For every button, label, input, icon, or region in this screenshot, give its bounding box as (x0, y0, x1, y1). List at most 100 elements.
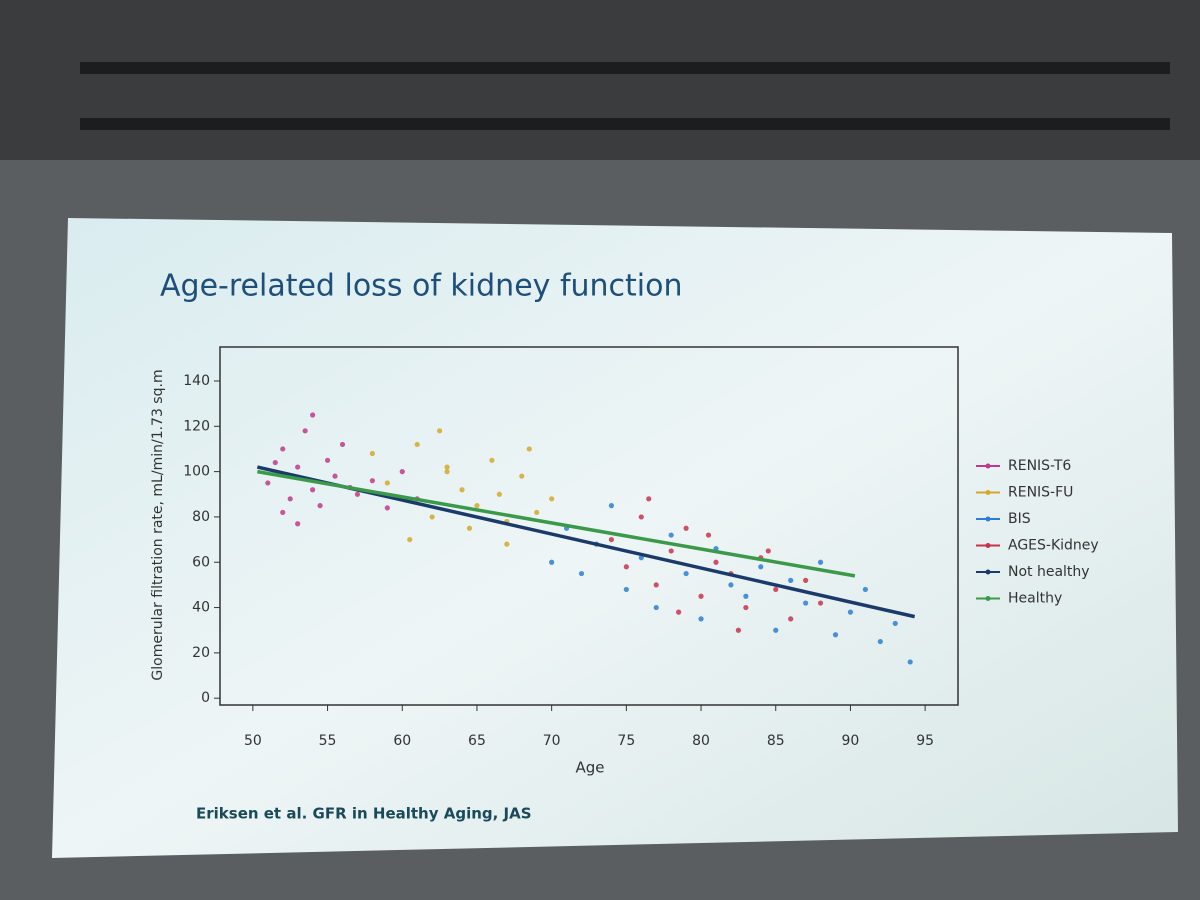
scatter-point (324, 457, 331, 463)
x-tick-label: 65 (468, 733, 486, 749)
scatter-point (295, 521, 301, 527)
scatter-point (698, 593, 704, 599)
scatter-point (743, 604, 749, 611)
scatter-point (676, 609, 682, 615)
scatter-point (653, 604, 659, 611)
legend-label: BIS (1008, 511, 1031, 527)
legend-label: Not healthy (1008, 564, 1090, 580)
y-axis-label: Glomerular filtration rate, mL/min/1.73 … (150, 369, 166, 680)
scatter-point (489, 457, 495, 463)
scatter-point (504, 541, 510, 547)
scatter-point (310, 412, 316, 418)
scatter-point (907, 659, 913, 665)
scatter-point (713, 559, 719, 565)
y-tick-label: 140 (183, 373, 210, 389)
scatter-point (668, 532, 674, 538)
scatter-point (534, 509, 540, 516)
truss (80, 118, 1170, 130)
legend-marker (985, 490, 991, 495)
scatter-point (646, 496, 652, 502)
scatter-point (354, 491, 361, 497)
slide (52, 218, 1178, 858)
legend-label: RENIS-FU (1008, 485, 1073, 501)
scatter-point (384, 505, 390, 511)
scatter-point (399, 469, 405, 475)
x-tick-label: 50 (244, 733, 262, 749)
scatter-point (788, 577, 794, 583)
legend-marker (985, 543, 991, 548)
scatter-point (683, 525, 689, 531)
legend-marker (985, 516, 991, 522)
scatter-point (743, 593, 749, 599)
legend-label: AGES-Kidney (1008, 538, 1099, 554)
y-tick-label: 20 (192, 645, 210, 661)
scatter-point (369, 450, 375, 457)
scatter-point (877, 638, 883, 645)
legend-marker (985, 463, 991, 469)
y-tick-label: 60 (192, 554, 210, 570)
source-note: Eriksen et al. GFR in Healthy Aging, JAS (196, 805, 532, 823)
trend-line (257, 469, 856, 578)
ceiling (0, 0, 1200, 160)
scatter-point (638, 514, 644, 520)
chart-title: Age-related loss of kidney function (160, 269, 683, 304)
scatter-point (608, 503, 615, 509)
scatter-point (623, 564, 629, 570)
x-tick-label: 90 (842, 733, 860, 749)
x-tick-label: 70 (543, 733, 561, 749)
scatter-point (683, 570, 689, 577)
scatter-point (407, 536, 413, 543)
scatter-point (698, 616, 704, 622)
plot-frame (219, 346, 959, 706)
y-tick-label: 100 (183, 464, 210, 480)
scatter-point (496, 491, 502, 497)
scatter-point (280, 446, 286, 452)
scatter-point (549, 496, 555, 502)
scatter-point (735, 627, 741, 633)
scatter-point (728, 582, 734, 588)
scatter-point (623, 586, 629, 593)
scatter-point (310, 487, 316, 493)
scatter-point (272, 459, 278, 466)
scatter-point (803, 577, 809, 583)
legend-marker (985, 569, 991, 575)
scatter-point (668, 548, 674, 554)
scatter-point (758, 564, 764, 570)
x-tick-label: 80 (692, 733, 710, 749)
scatter-point (459, 487, 465, 493)
scatter-point (339, 441, 346, 448)
scatter-point (773, 586, 779, 593)
x-tick-label: 55 (319, 733, 337, 749)
scatter-point (280, 509, 286, 516)
scatter-point (287, 496, 293, 502)
x-tick-label: 85 (767, 733, 785, 749)
scatter-point (295, 464, 301, 470)
scatter-point (578, 570, 585, 577)
scatter-point (332, 473, 338, 479)
x-tick-label: 60 (393, 733, 411, 749)
truss (80, 62, 1170, 74)
scatter-point (862, 586, 868, 593)
scatter-point (653, 582, 659, 588)
scatter-point (429, 514, 435, 520)
scatter-point (526, 446, 532, 452)
scatter-point (549, 559, 555, 565)
x-tick-label: 75 (617, 733, 635, 749)
scatter-point (817, 559, 824, 565)
legend-label: Healthy (1008, 591, 1062, 607)
scatter-point (788, 616, 794, 622)
scatter-point (832, 632, 839, 638)
scatter-point (474, 503, 480, 509)
scatter-point (317, 503, 323, 509)
scatter-point (773, 627, 779, 633)
scatter-point (369, 478, 375, 484)
scatter-point (817, 600, 824, 606)
scatter-point (519, 473, 525, 479)
y-tick-label: 0 (201, 690, 210, 706)
y-tick-label: 80 (192, 509, 210, 525)
legend-label: RENIS-T6 (1008, 458, 1071, 474)
x-tick-label: 95 (916, 733, 934, 749)
y-tick-label: 120 (183, 418, 210, 434)
scatter-point (265, 480, 271, 486)
